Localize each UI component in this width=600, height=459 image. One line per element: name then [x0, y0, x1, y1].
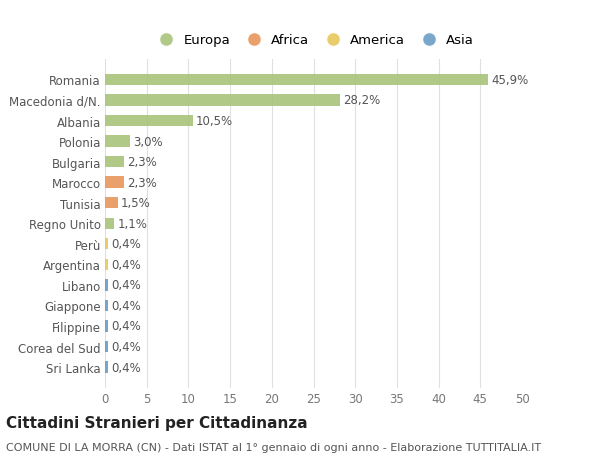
Bar [105, 177, 124, 188]
Bar [105, 259, 109, 270]
Text: 0,4%: 0,4% [112, 299, 142, 312]
Text: 1,1%: 1,1% [118, 217, 148, 230]
Text: 0,4%: 0,4% [112, 320, 142, 333]
Bar [105, 280, 109, 291]
Text: 0,4%: 0,4% [112, 340, 142, 353]
Bar [105, 362, 109, 373]
Text: COMUNE DI LA MORRA (CN) - Dati ISTAT al 1° gennaio di ogni anno - Elaborazione T: COMUNE DI LA MORRA (CN) - Dati ISTAT al … [6, 442, 541, 452]
Text: 0,4%: 0,4% [112, 279, 142, 292]
Text: 0,4%: 0,4% [112, 258, 142, 271]
Text: 1,5%: 1,5% [121, 197, 151, 210]
Bar [105, 300, 109, 311]
Bar [105, 95, 340, 106]
Text: 10,5%: 10,5% [196, 115, 233, 128]
Text: 28,2%: 28,2% [344, 94, 381, 107]
Bar [105, 218, 114, 230]
Bar [105, 341, 109, 353]
Bar [105, 239, 109, 250]
Text: 0,4%: 0,4% [112, 361, 142, 374]
Bar [105, 116, 193, 127]
Text: 0,4%: 0,4% [112, 238, 142, 251]
Bar [105, 321, 109, 332]
Bar [105, 136, 130, 147]
Bar [105, 157, 124, 168]
Legend: Europa, Africa, America, Asia: Europa, Africa, America, Asia [149, 30, 478, 51]
Bar [105, 75, 488, 86]
Text: 2,3%: 2,3% [128, 176, 157, 189]
Text: Cittadini Stranieri per Cittadinanza: Cittadini Stranieri per Cittadinanza [6, 415, 308, 431]
Text: 3,0%: 3,0% [133, 135, 163, 148]
Bar [105, 198, 118, 209]
Text: 45,9%: 45,9% [491, 74, 529, 87]
Text: 2,3%: 2,3% [128, 156, 157, 169]
